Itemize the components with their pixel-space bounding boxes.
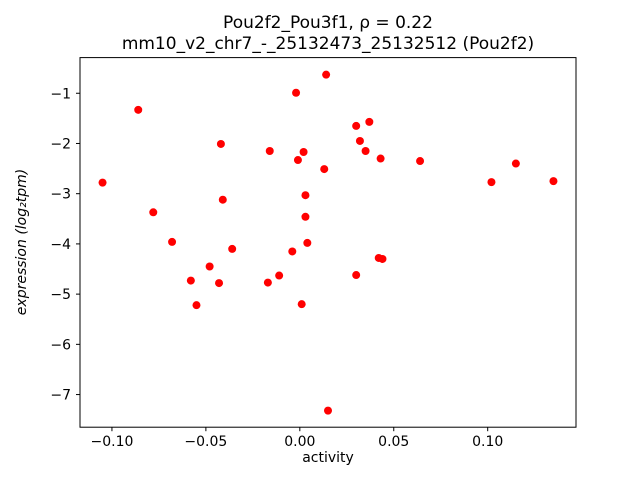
data-point [134,105,143,114]
data-point [416,157,425,166]
data-point [352,271,361,280]
data-point [324,406,332,415]
x-tick-label: 0.10 [472,434,503,450]
data-point [511,159,520,168]
data-point [301,212,310,221]
data-point [320,165,329,174]
y-tick-label: −6 [50,337,71,353]
data-point [218,195,227,204]
data-point [168,237,177,246]
plot-dynamic-layer: −0.10 −0.05 0.00 0.05 0.10 −7 −6 −5 −4 −3 −2 −1 [50,70,558,450]
data-point [361,147,370,155]
x-axis-label: activity [302,450,354,466]
data-point [549,177,558,186]
data-point [228,244,237,253]
data-point [303,238,312,247]
data-point [355,136,364,145]
y-tick-label: −3 [50,187,71,203]
chart-title: Pou2f2_Pou3f1, ρ = 0.22 [223,13,433,33]
x-tick-label: 0.00 [284,434,315,450]
x-tick-label: −0.05 [184,434,227,450]
data-point [192,301,201,310]
data-point [487,178,496,187]
y-tick-label: −5 [50,287,71,303]
data-point [352,121,361,130]
data-point [215,279,224,288]
data-point [149,208,158,217]
chart-subtitle: mm10_v2_chr7_-_25132473_25132512 (Pou2f2… [122,34,534,54]
data-point [297,300,306,309]
y-tick-label: −2 [50,136,71,152]
data-point [216,139,225,148]
data-point [205,262,214,271]
data-point [275,271,284,280]
data-point [292,88,301,97]
data-point [376,154,385,163]
data-point [365,117,374,126]
data-point [186,276,195,285]
data-point [288,247,297,256]
x-tick-label: 0.05 [378,434,409,450]
data-point [301,191,310,200]
y-axis-label: expression (log₂tpm) [14,169,30,315]
data-point [299,148,308,157]
x-tick-label: −0.10 [90,434,133,450]
data-point [263,278,272,287]
data-point [265,147,274,155]
y-tick-label: −7 [50,388,71,404]
data-point [98,178,107,187]
data-point [322,70,331,79]
y-tick-label: −4 [50,237,71,253]
data-point [378,254,387,263]
plot-area [79,57,577,428]
data-point [293,156,302,165]
y-tick-label: −1 [50,86,71,102]
